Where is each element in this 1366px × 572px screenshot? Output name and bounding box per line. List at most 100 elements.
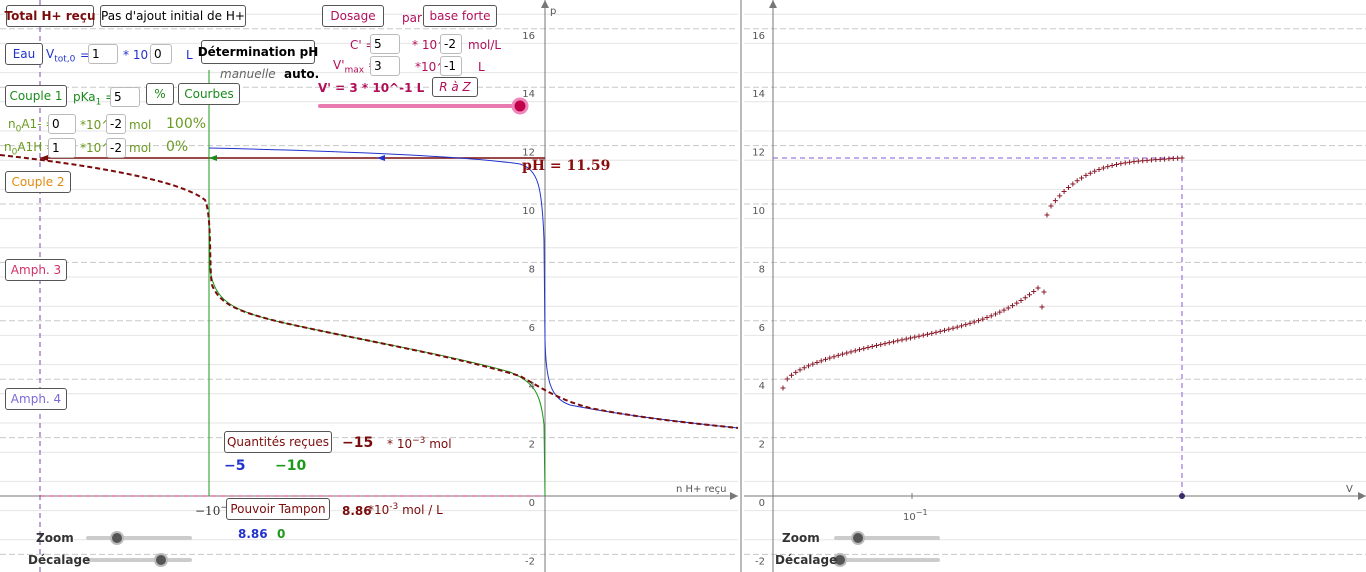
- point: [925, 331, 930, 337]
- button[interactable]: Courbes: [178, 83, 240, 105]
- button[interactable]: Eau: [5, 43, 43, 65]
- y-tick-label: 8: [529, 264, 535, 275]
- button[interactable]: Dosage: [322, 5, 384, 27]
- input[interactable]: -1: [440, 56, 462, 76]
- input[interactable]: 5: [110, 87, 140, 107]
- slider-knob[interactable]: [110, 531, 124, 545]
- point: [823, 356, 828, 362]
- point: [852, 348, 858, 354]
- label: 100%: [166, 116, 207, 132]
- text: pKa: [73, 90, 96, 104]
- subscript: tot,0: [54, 54, 76, 65]
- point: [789, 372, 794, 378]
- button[interactable]: base forte: [423, 5, 497, 27]
- point: [1022, 295, 1028, 301]
- text: * 10: [387, 437, 413, 451]
- button[interactable]: Pas d'ajout initial de H+: [100, 5, 246, 27]
- point: [1109, 163, 1115, 169]
- point: [1153, 157, 1159, 163]
- value: 8.86: [238, 527, 268, 541]
- point: [1127, 159, 1133, 165]
- y-tick-label: 0: [759, 498, 765, 509]
- input[interactable]: -2: [106, 138, 126, 158]
- input[interactable]: 3: [370, 56, 400, 76]
- blue-curve: [208, 147, 739, 429]
- point: [810, 361, 816, 367]
- slider-knob[interactable]: [851, 531, 865, 545]
- button[interactable]: Quantités reçues: [224, 431, 332, 453]
- button[interactable]: Amph. 4: [5, 388, 67, 410]
- point: [950, 325, 956, 331]
- label: mol: [129, 118, 152, 132]
- point: [1166, 156, 1172, 162]
- text: A1- =: [21, 117, 56, 131]
- label: *10-3 mol / L: [368, 502, 443, 517]
- point: [971, 319, 977, 325]
- subscript: 1: [95, 97, 102, 108]
- slider-knob[interactable]: [833, 553, 847, 567]
- input[interactable]: -2: [106, 114, 126, 134]
- label: *10^: [80, 141, 112, 155]
- input[interactable]: 5: [370, 34, 400, 54]
- point: [984, 315, 990, 321]
- button[interactable]: Couple 2: [5, 171, 71, 193]
- point: [806, 363, 811, 369]
- input[interactable]: 1: [48, 138, 76, 158]
- value: −5: [224, 458, 246, 474]
- button[interactable]: Amph. 3: [5, 259, 67, 281]
- input[interactable]: -2: [440, 34, 462, 54]
- label: manuelle: [220, 67, 276, 81]
- text: n: [4, 140, 12, 154]
- point: [874, 343, 879, 349]
- point: [1105, 164, 1111, 170]
- button[interactable]: Pouvoir Tampon: [226, 498, 330, 520]
- button[interactable]: Total H+ reçu: [5, 5, 95, 27]
- y-tick-label: 4: [529, 381, 535, 392]
- label: 0%: [166, 139, 189, 155]
- point: [1092, 168, 1098, 174]
- point: [929, 330, 935, 336]
- point: [1122, 160, 1128, 166]
- tick-exp: −1: [916, 508, 928, 517]
- point: [1079, 175, 1085, 181]
- slider-knob[interactable]: [154, 553, 168, 567]
- button[interactable]: Détermination pH: [198, 40, 318, 64]
- point: [1087, 170, 1093, 176]
- point: [1039, 304, 1045, 310]
- slider-knob[interactable]: [511, 97, 529, 115]
- superscript: -3: [389, 502, 399, 512]
- button[interactable]: R à Z: [432, 77, 478, 97]
- input[interactable]: 0: [48, 114, 76, 134]
- point: [963, 322, 969, 328]
- arrow: [730, 492, 738, 500]
- button[interactable]: Couple 1: [5, 85, 67, 107]
- point: [878, 342, 884, 348]
- label: *10^: [415, 60, 447, 74]
- label: * 10−3 mol: [387, 436, 452, 451]
- label: =: [80, 48, 91, 62]
- subscript: max: [344, 65, 365, 76]
- arrow: [1358, 492, 1366, 500]
- tick-base: −10: [195, 504, 221, 518]
- point: [865, 345, 871, 351]
- slider-label: Décalage: [775, 553, 838, 567]
- point: [801, 365, 807, 371]
- label: * 10^: [412, 38, 448, 52]
- input[interactable]: 1: [88, 44, 118, 64]
- tick-base: 10: [903, 512, 916, 523]
- axis-label: n H+ reçu: [676, 484, 726, 495]
- point: [1014, 300, 1020, 306]
- point: [912, 334, 918, 340]
- button[interactable]: %: [146, 83, 174, 105]
- y-tick-label: 8: [759, 264, 765, 275]
- point: [1027, 292, 1032, 298]
- y-tick-label: -2: [525, 556, 535, 567]
- point: [942, 327, 947, 333]
- input[interactable]: 0: [150, 44, 172, 64]
- point: [959, 323, 964, 329]
- point: [1118, 161, 1124, 167]
- y-tick-label: 10: [522, 206, 535, 217]
- slider-label: Zoom: [782, 531, 820, 545]
- point: [835, 352, 841, 358]
